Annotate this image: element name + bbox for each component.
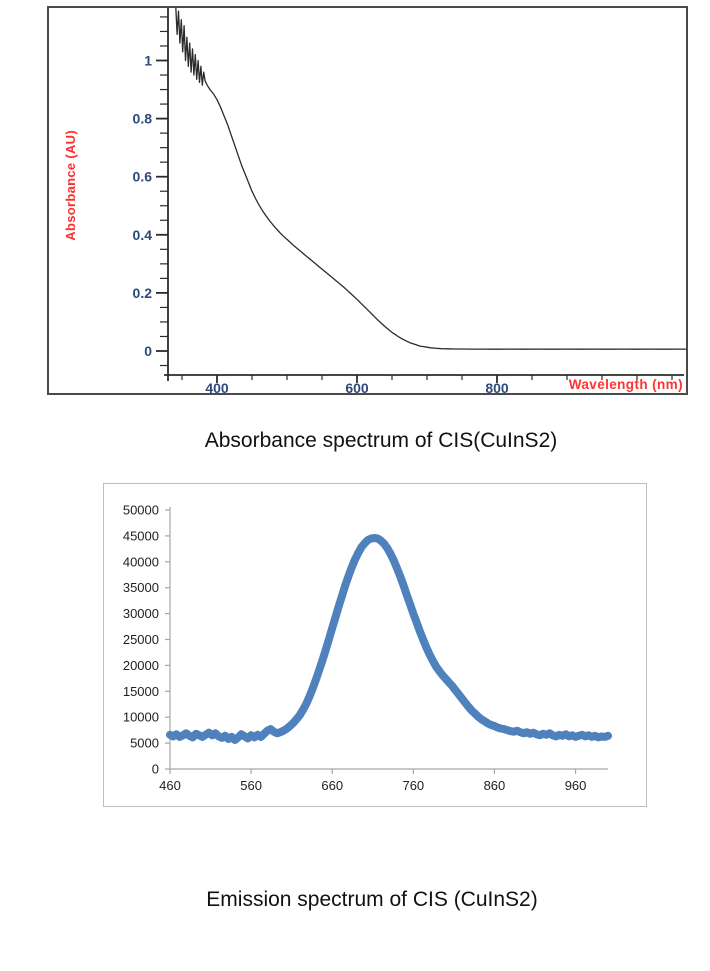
y-tick-label: 0.6 [133,169,153,185]
x-tick-label: 860 [484,778,506,793]
x-tick-label: 960 [565,778,587,793]
x-tick-label: 600 [345,380,369,393]
emission-chart-plot: 0 5000 10000 15000 20000 25000 30000 35000 40000… [123,503,612,793]
absorbance-chart-plot: 0 0.2 0.4 0.6 0.8 1 400 600 800 [133,8,686,393]
y-tick-label: 20000 [123,658,159,673]
y-tick-label: 10000 [123,710,159,725]
emission-curve [166,534,612,744]
y-tick-label: 5000 [130,736,159,751]
absorbance-y-axis-title: Absorbance (AU) [63,130,78,241]
y-tick-label: 40000 [123,554,159,569]
absorbance-x-axis-title: Wavelength (nm) [568,377,683,392]
y-tick-label: 0.8 [133,111,153,127]
emission-caption: Emission spectrum of CIS (CuInS2) [206,888,538,911]
absorbance-chart-panel: 0 0.2 0.4 0.6 0.8 1 400 600 800 Absorbance (AU) … [47,6,688,395]
y-tick-label: 0 [144,343,152,359]
x-tick-label: 460 [159,778,181,793]
x-tick-label: 560 [240,778,262,793]
y-tick-label: 15000 [123,684,159,699]
y-tick-label: 1 [144,53,152,69]
absorbance-caption: Absorbance spectrum of CIS(CuInS2) [204,429,558,452]
absorbance-curve [175,8,686,350]
y-tick-label: 50000 [123,503,159,518]
y-tick-label: 45000 [123,528,159,543]
x-tick-label: 660 [321,778,343,793]
y-tick-label: 35000 [123,580,159,595]
y-tick-label: 25000 [123,632,159,647]
emission-chart-panel: 0 5000 10000 15000 20000 25000 30000 35000 40000… [103,483,647,807]
x-tick-label: 400 [205,380,229,393]
y-tick-label: 0.2 [133,285,153,301]
x-tick-label: 760 [402,778,424,793]
x-tick-label: 800 [485,380,509,393]
y-tick-label: 30000 [123,606,159,621]
y-tick-label: 0 [152,762,159,777]
y-tick-label: 0.4 [133,227,153,243]
